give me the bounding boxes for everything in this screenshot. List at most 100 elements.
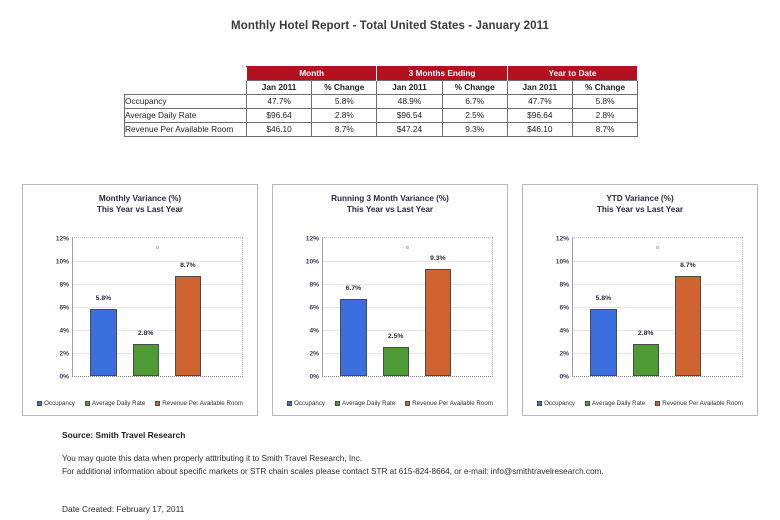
summary-table-body: Occupancy 47.7% 5.8% 48.9% 6.7% 47.7% 5.… [124,94,639,137]
chart-bar-value-label: 5.8% [595,295,612,303]
cell-adr-month-change: 2.8% [311,108,378,123]
chart-legend: Occupancy Average Daily Rate Revenue Per A… [279,400,501,407]
chart-legend: Occupancy Average Daily Rate Revenue Per A… [29,400,251,407]
chart-panel-running-3-month-variance: Running 3 Month Variance (%) This Year vs… [272,184,508,416]
row-label-occupancy: Occupancy [124,94,247,109]
chart-title: Monthly Variance (%) This Year vs Last Ye… [23,194,257,215]
chart-legend-item[interactable]: Occupancy [537,400,575,407]
chart-legend-item[interactable]: Revenue Per Available Room [405,400,493,407]
summary-table-head: Month 3 Months Ending Year to Date Jan 2… [124,66,639,95]
footer-source: Source: Smith Travel Research [62,430,186,440]
chart-title: YTD Variance (%) This Year vs Last Year [523,194,757,215]
chart-legend-item[interactable]: Average Daily Rate [585,400,645,407]
sub-header-ytd-pct-change: % Change [571,80,639,95]
row-label-average-daily-rate: Average Daily Rate [124,108,247,123]
chart-gridline: 12% [306,236,492,243]
chart-x-axis-tick [656,246,659,249]
chart-legend-label: Revenue Per Available Room [412,400,493,407]
chart-bar-value-label: 2.8% [137,329,154,337]
sub-header-3mo-jan-2011: Jan 2011 [376,80,443,95]
summary-table: Month 3 Months Ending Year to Date Jan 2… [124,66,639,137]
chart-y-axis-tick-label: 2% [59,350,69,358]
chart-gridline: 0% [559,374,742,381]
chart-legend-item[interactable]: Revenue Per Available Room [155,400,243,407]
table-row: Average Daily Rate $96.64 2.8% $96.54 2.… [124,108,639,123]
sub-header-month-jan-2011: Jan 2011 [245,80,313,95]
chart-bar [590,309,617,376]
chart-bar [90,309,117,376]
chart-legend-item[interactable]: Revenue Per Available Room [655,400,743,407]
chart-legend-item[interactable]: Occupancy [287,400,325,407]
chart-y-axis-tick-label: 6% [559,304,569,312]
table-row: Revenue Per Available Room $46.10 8.7% $… [124,122,639,137]
chart-y-axis-tick-label: 12% [305,235,319,243]
chart-gridline: 10% [556,259,742,266]
chart-legend-swatch-icon [335,401,341,406]
cell-revpar-month-change: 8.7% [311,122,378,137]
chart-bar-value-label: 8.7% [180,261,196,269]
chart-legend-label: Occupancy [44,400,76,407]
chart-legend-swatch-icon [287,401,293,406]
chart-x-axis-tick [156,246,159,249]
chart-y-axis-tick-label: 6% [309,304,319,312]
chart-gridline: 6% [59,305,242,312]
chart-legend-swatch-icon [37,401,43,406]
cell-occupancy-3mo-change: 6.7% [441,94,508,109]
chart-bar-value-label: 8.7% [680,261,696,269]
sub-header-ytd-jan-2011: Jan 2011 [506,80,573,95]
page-title: Monthly Hotel Report - Total United Stat… [231,20,549,32]
cell-revpar-month-value: $46.10 [245,122,313,137]
chart-gridline: 12% [56,236,242,243]
chart-y-axis-tick-label: 12% [555,235,569,243]
cell-occupancy-month-value: 47.7% [245,94,313,109]
chart-gridline: 8% [309,282,492,289]
chart-gridline: 8% [559,282,742,289]
chart-title: Running 3 Month Variance (%) This Year vs… [273,194,507,215]
chart-y-axis-tick-label: 0% [559,373,569,381]
chart-subtitle: This Year vs Last Year [96,204,184,214]
group-header-month: Month [245,66,378,81]
chart-title-line-1: Running 3 Month Variance (%) [331,194,449,203]
chart-legend-label: Revenue Per Available Room [662,400,743,407]
chart-legend-label: Average Daily Rate [342,400,396,407]
chart-bar [382,347,409,376]
chart-y-axis-tick-label: 12% [55,235,69,243]
group-header-row: Month 3 Months Ending Year to Date [124,66,639,81]
chart-bar [632,343,659,376]
group-header-blank [124,66,247,81]
chart-y-axis-tick-label: 0% [309,373,319,381]
chart-y-axis-tick-label: 8% [309,281,319,289]
table-row: Occupancy 47.7% 5.8% 48.9% 6.7% 47.7% 5.… [124,94,639,109]
chart-legend-swatch-icon [405,401,411,406]
cell-adr-3mo-change: 2.5% [441,108,508,123]
chart-y-axis-tick-label: 10% [555,258,569,266]
cell-occupancy-month-change: 5.8% [311,94,378,109]
cell-occupancy-ytd-change: 5.8% [571,94,639,109]
group-header-3-months-ending: 3 Months Ending [376,66,508,81]
chart-legend-item[interactable]: Average Daily Rate [85,400,145,407]
chart-y-axis-tick-label: 4% [309,327,319,335]
chart-legend-item[interactable]: Average Daily Rate [335,400,395,407]
chart-gridline: 0% [309,374,492,381]
chart-gridline: 4% [309,328,492,335]
chart-bar-value-label: 6.7% [345,284,362,292]
chart-legend-swatch-icon [85,401,91,406]
chart-gridline: 6% [559,305,742,312]
chart-bars: 5.8% 2.8% 8.7% [73,238,242,376]
chart-bar [174,275,201,376]
chart-legend-item[interactable]: Occupancy [37,400,75,407]
chart-y-axis-tick-label: 8% [59,281,69,289]
chart-y-axis-tick-label: 8% [559,281,569,289]
row-label-revpar: Revenue Per Available Room [124,122,247,137]
group-header-year-to-date: Year to Date [506,66,639,81]
chart-plot-area: 0% 2% 4% 6% 8% 10% 12% 5.8% 2.8% 8.7% [56,236,243,381]
chart-legend-swatch-icon [155,401,161,406]
chart-bar [424,269,451,376]
chart-bar [340,298,367,376]
chart-y-axis-tick-label: 2% [559,350,569,358]
chart-bar [674,275,701,376]
footer-note-line-2: For additional information about specifi… [62,466,604,476]
footer-note-line-1: You may quote this data when properly at… [62,454,363,463]
chart-y-axis-tick-label: 0% [59,373,69,381]
chart-legend-label: Occupancy [544,400,576,407]
